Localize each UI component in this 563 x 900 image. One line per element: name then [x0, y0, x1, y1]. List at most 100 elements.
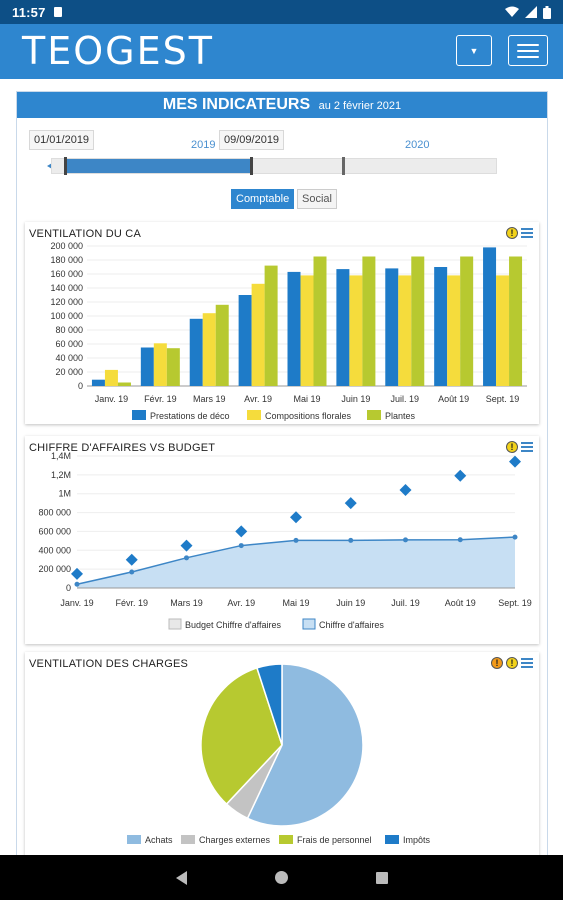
x-tick-label: Août 19	[438, 394, 469, 404]
bar-1	[202, 313, 216, 386]
bar-2	[166, 348, 180, 386]
info-icon[interactable]: !	[506, 657, 518, 669]
x-tick-label: Mars 19	[193, 394, 226, 404]
y-tick-label: 0	[78, 381, 83, 391]
bar-1	[104, 369, 118, 386]
chart-panel-ventilation-ca: VENTILATION DU CA ! 0 20 000 40 000 60 000 8…	[25, 222, 539, 424]
line-chart-ca-vs-budget: 0 200 000 400 000 600 000 800 000 1M 1,2M 1,4M J…	[38, 451, 531, 630]
point-budget	[344, 497, 357, 510]
x-tick-label: Juin 19	[336, 598, 365, 608]
legend-swatch	[279, 835, 293, 844]
chart-title-ventilation-charges: VENTILATION DES CHARGES	[29, 658, 189, 670]
recent-apps-icon[interactable]	[375, 871, 388, 884]
toggle-comptable[interactable]: Comptable	[231, 189, 295, 209]
point-chiffre-affaires	[293, 537, 299, 543]
end-date-field[interactable]: 09/09/2019	[219, 130, 285, 150]
point-budget	[71, 567, 83, 580]
app-header: TEOGEST ▼	[0, 24, 563, 79]
period-slider-end-handle[interactable]	[250, 157, 253, 175]
caret-down-icon: ▼	[469, 45, 479, 56]
x-tick-label: Janv. 19	[60, 598, 93, 608]
point-chiffre-affaires	[184, 555, 189, 561]
home-icon[interactable]	[274, 871, 288, 884]
bar-0	[483, 247, 497, 386]
pie-chart-ventilation-charges: Achats Charges externes Frais de personnel…	[127, 663, 431, 845]
y-tick-label: 20 000	[55, 367, 83, 377]
legend-label: Chiffre d'affaires	[319, 620, 384, 630]
point-budget	[290, 511, 302, 524]
y-tick-label: 200 000	[50, 241, 83, 251]
y-tick-label: 400 000	[38, 545, 71, 555]
toggle-social[interactable]: Social	[297, 189, 337, 209]
y-tick-label: 180 000	[50, 255, 83, 265]
legend-label: Plantes	[385, 411, 416, 421]
legend-swatch	[367, 410, 381, 420]
chart-menu-icon[interactable]	[521, 442, 533, 452]
chart-menu-icon[interactable]	[521, 658, 533, 668]
x-tick-label: Févr. 19	[115, 598, 148, 608]
signal-icon	[525, 6, 537, 18]
legend-label: Impôts	[403, 835, 431, 845]
chart-panel-ca-vs-budget: CHIFFRE D'AFFAIRES VS BUDGET ! 0 200 000 4…	[25, 436, 539, 644]
bar-2	[362, 256, 376, 386]
y-tick-label: 160 000	[50, 269, 83, 279]
year-divider-marker	[342, 157, 345, 175]
point-chiffre-affaires	[512, 534, 518, 540]
point-chiffre-affaires	[238, 543, 244, 549]
dropdown-button[interactable]: ▼	[456, 35, 492, 66]
period-slider[interactable]	[51, 157, 497, 175]
y-tick-label: 80 000	[55, 325, 83, 335]
legend-swatch	[168, 618, 182, 630]
point-budget	[125, 553, 138, 566]
y-tick-label: 800 000	[38, 508, 71, 518]
info-icon[interactable]: !	[506, 227, 518, 239]
bar-1	[496, 275, 510, 386]
point-chiffre-affaires	[74, 581, 80, 587]
warning-icon[interactable]: !	[491, 657, 503, 669]
point-chiffre-affaires	[457, 537, 463, 543]
point-budget	[180, 539, 193, 552]
point-chiffre-affaires	[129, 569, 135, 575]
info-icon[interactable]: !	[506, 441, 518, 453]
bar-0	[287, 271, 301, 386]
pie-slice-3	[256, 663, 283, 746]
period-slider-start-handle[interactable]	[64, 157, 67, 175]
chart-menu-icon[interactable]	[521, 228, 533, 238]
page-title: MES INDICATEURS au 2 février 2021	[17, 92, 547, 118]
y-tick-label: 200 000	[38, 564, 71, 574]
indicators-card: MES INDICATEURS au 2 février 2021 01/01/…	[16, 91, 548, 855]
x-tick-label: Juil. 19	[391, 394, 420, 404]
page-title-text: MES INDICATEURS	[162, 96, 311, 113]
bar-1	[251, 283, 265, 386]
point-chiffre-affaires	[348, 537, 354, 543]
legend-label: Charges externes	[199, 835, 271, 845]
x-tick-label: Févr. 19	[144, 394, 177, 404]
battery-icon	[543, 5, 551, 19]
legend-swatch	[302, 618, 316, 630]
start-date-field[interactable]: 01/01/2019	[29, 130, 95, 150]
back-icon[interactable]	[175, 870, 187, 885]
hamburger-icon	[517, 43, 539, 58]
y-tick-label: 1M	[58, 489, 71, 499]
y-tick-label: 1,4M	[51, 451, 71, 461]
bar-0	[434, 267, 448, 386]
y-tick-label: 120 000	[50, 297, 83, 307]
status-icons	[505, 5, 551, 19]
navigation-bar	[0, 855, 563, 900]
bar-2	[313, 256, 327, 386]
bar-0	[385, 268, 399, 386]
x-tick-label: Août 19	[445, 598, 476, 608]
x-tick-label: Mai 19	[293, 394, 320, 404]
x-tick-label: Janv. 19	[95, 394, 128, 404]
menu-button[interactable]	[508, 35, 548, 66]
bar-1	[447, 275, 461, 386]
status-time: 11:57	[12, 4, 46, 20]
area-chiffre-affaires	[77, 537, 515, 588]
chart-title-ventilation-ca: VENTILATION DU CA	[29, 228, 141, 240]
legend-label: Compositions florales	[265, 411, 352, 421]
point-budget	[454, 469, 467, 482]
y-tick-label: 100 000	[50, 311, 83, 321]
legend-label: Achats	[145, 835, 173, 845]
teogest-logo[interactable]: TEOGEST	[22, 29, 214, 73]
bar-1	[398, 275, 412, 386]
